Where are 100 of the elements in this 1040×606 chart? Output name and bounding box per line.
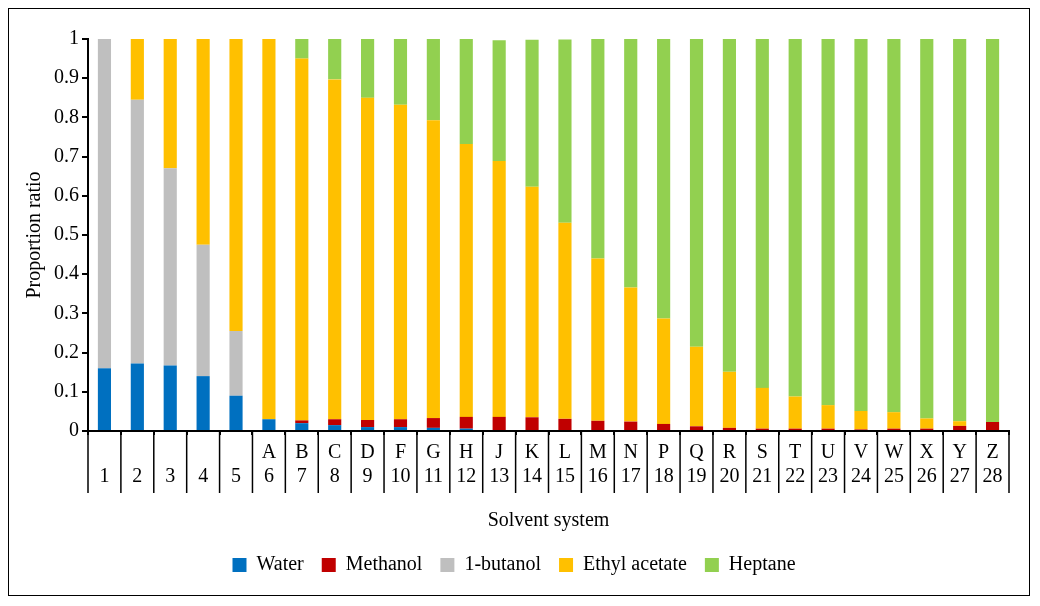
bar: [788, 396, 802, 429]
legend-label: Methanol: [345, 552, 423, 575]
x-tick-label: V 24: [850, 440, 871, 487]
x-tick-label: D 9: [360, 440, 375, 487]
bar: [393, 39, 408, 105]
bar: [361, 427, 375, 430]
bar: [788, 39, 802, 397]
x-tick-label: P 18: [653, 440, 674, 487]
bar: [624, 421, 638, 430]
bar: [558, 39, 572, 223]
x-tick-label: X 26: [916, 440, 937, 487]
bar: [525, 186, 539, 418]
y-tick-label: 0.6: [54, 183, 79, 206]
bar: [525, 39, 539, 187]
bar: [689, 346, 704, 427]
x-tick-label: U 23: [818, 440, 839, 487]
bar: [295, 58, 309, 421]
x-tick-label: S 21: [752, 440, 773, 487]
bar: [295, 420, 309, 424]
y-tick-label: 0.9: [54, 65, 79, 88]
x-tick-label: L 15: [554, 440, 575, 487]
y-tick-label: 0.4: [54, 261, 79, 284]
bar: [328, 425, 342, 430]
bar: [689, 426, 704, 430]
bar: [130, 363, 144, 430]
bar: [262, 39, 276, 420]
bar: [196, 39, 210, 245]
bar: [920, 418, 934, 429]
x-axis-title: Solvent system: [487, 508, 610, 532]
bar: [558, 222, 572, 419]
bar: [130, 99, 144, 364]
y-tick-label: 0.1: [54, 379, 79, 402]
bar: [426, 39, 440, 121]
legend-label: Heptane: [728, 552, 796, 576]
x-tick-label: Y 27: [949, 440, 970, 487]
x-tick-label: K 14: [522, 440, 543, 487]
bar: [459, 39, 473, 145]
x-tick-label: A 6: [261, 440, 277, 487]
bar: [953, 39, 967, 422]
bar: [328, 419, 342, 426]
bar: [295, 423, 309, 430]
x-tick-label: R 20: [719, 440, 740, 487]
bar: [525, 417, 539, 430]
bar: [229, 331, 243, 396]
bar: [361, 39, 375, 98]
bar: [426, 120, 440, 419]
x-tick-label: M 16: [587, 440, 608, 487]
y-axis-title: Proportion ratio: [22, 171, 46, 299]
x-tick-label: B 7: [295, 440, 309, 487]
bar: [393, 427, 408, 430]
bar: [920, 39, 934, 419]
x-tick-label: J 13: [489, 440, 510, 487]
bar: [722, 427, 736, 430]
x-tick-label: Q 19: [686, 440, 707, 487]
bar: [229, 39, 243, 332]
x-tick-label: 3: [165, 464, 176, 487]
bar: [163, 39, 177, 169]
x-tick-label: C 8: [328, 440, 342, 487]
bar: [722, 371, 736, 428]
bar: [854, 39, 868, 412]
legend-label: Water: [256, 552, 305, 575]
bar: [393, 104, 408, 420]
bar: [689, 39, 704, 347]
bar: [163, 365, 177, 430]
x-tick-label: Z 28: [982, 440, 1003, 487]
x-tick-label: W 25: [883, 440, 904, 487]
bar: [295, 39, 309, 59]
legend-label: Ethyl acetate: [583, 552, 687, 576]
legend-label: 1-butanol: [464, 552, 542, 575]
bar: [591, 39, 605, 259]
bar: [459, 144, 473, 417]
x-tick-label: 2: [132, 464, 143, 487]
bar: [887, 39, 901, 413]
bar: [624, 287, 638, 422]
bar: [821, 39, 835, 406]
y-tick-label: 0: [69, 418, 79, 441]
bar: [821, 405, 835, 429]
x-tick-label: N 17: [620, 440, 641, 487]
bar: [459, 416, 473, 429]
bar: [492, 160, 506, 417]
y-tick-label: 0.2: [54, 339, 79, 362]
bar: [755, 387, 769, 429]
bar: [985, 421, 1000, 430]
bar: [953, 421, 967, 426]
bar: [97, 368, 112, 430]
x-tick-label: 1: [99, 464, 110, 487]
y-tick-label: 0.5: [54, 222, 79, 245]
bar: [657, 318, 671, 424]
x-tick-label: 5: [231, 464, 242, 487]
bar: [591, 258, 605, 421]
bar: [361, 97, 375, 421]
bar: [492, 416, 506, 430]
bar: [328, 79, 342, 420]
bar: [426, 418, 440, 428]
bar: [361, 420, 375, 428]
bar: [328, 39, 342, 80]
x-tick-label: H 12: [456, 440, 477, 487]
bar: [558, 418, 572, 430]
bar: [196, 244, 210, 377]
y-tick-label: 1: [69, 26, 79, 49]
